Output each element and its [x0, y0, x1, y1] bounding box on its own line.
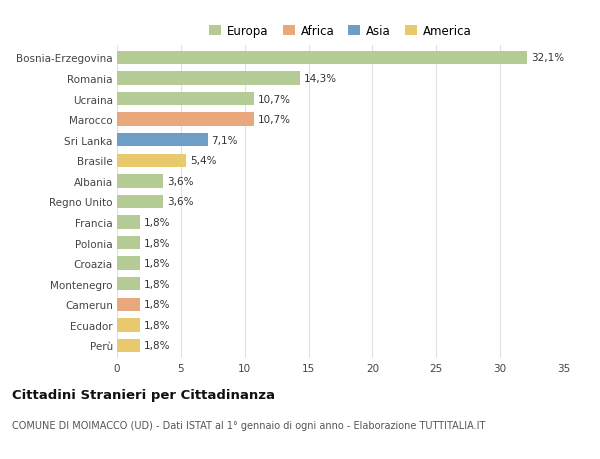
Text: 5,4%: 5,4% [190, 156, 216, 166]
Bar [117, 72, 299, 85]
Text: 1,8%: 1,8% [144, 279, 170, 289]
Bar [117, 236, 140, 250]
Text: COMUNE DI MOIMACCO (UD) - Dati ISTAT al 1° gennaio di ogni anno - Elaborazione T: COMUNE DI MOIMACCO (UD) - Dati ISTAT al … [12, 420, 485, 430]
Text: 14,3%: 14,3% [304, 74, 337, 84]
Bar [117, 93, 254, 106]
Text: 1,8%: 1,8% [144, 341, 170, 351]
Text: 1,8%: 1,8% [144, 300, 170, 310]
Legend: Europa, Africa, Asia, America: Europa, Africa, Asia, America [209, 25, 472, 38]
Bar [117, 216, 140, 229]
Bar [117, 175, 163, 188]
Text: Cittadini Stranieri per Cittadinanza: Cittadini Stranieri per Cittadinanza [12, 388, 275, 401]
Bar [117, 51, 527, 65]
Text: 10,7%: 10,7% [257, 115, 290, 125]
Bar [117, 257, 140, 270]
Bar [117, 339, 140, 353]
Text: 3,6%: 3,6% [167, 197, 193, 207]
Text: 3,6%: 3,6% [167, 176, 193, 186]
Text: 1,8%: 1,8% [144, 320, 170, 330]
Bar [117, 319, 140, 332]
Bar [117, 154, 186, 168]
Text: 1,8%: 1,8% [144, 238, 170, 248]
Bar [117, 277, 140, 291]
Text: 32,1%: 32,1% [531, 53, 564, 63]
Text: 10,7%: 10,7% [257, 94, 290, 104]
Bar [117, 195, 163, 209]
Text: 7,1%: 7,1% [212, 135, 238, 146]
Bar [117, 298, 140, 311]
Text: 1,8%: 1,8% [144, 258, 170, 269]
Bar [117, 134, 208, 147]
Bar [117, 113, 254, 127]
Text: 1,8%: 1,8% [144, 218, 170, 228]
